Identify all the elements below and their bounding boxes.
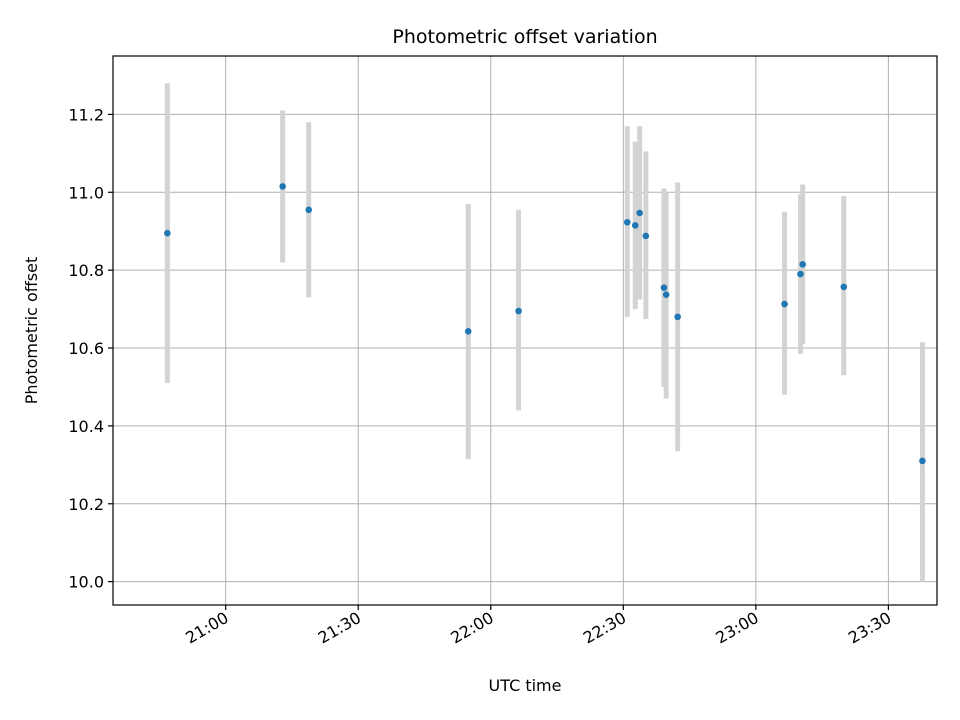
- data-point: [797, 270, 804, 278]
- data-point: [464, 327, 472, 335]
- data-point: [662, 291, 670, 298]
- data-point: [674, 313, 681, 321]
- data-point: [164, 229, 171, 237]
- y-tick-label: 10.6: [68, 339, 104, 358]
- y-axis-ticks: 10.0 10.2 10.4 10.6 10.8 11.0 11.2: [68, 105, 113, 592]
- data-point: [840, 283, 848, 291]
- data-point: [636, 209, 643, 217]
- y-axis-title: Photometric offset: [22, 257, 41, 405]
- data-point: [631, 222, 639, 229]
- chart-title: Photometric offset variation: [392, 26, 657, 48]
- y-tick-label: 11.2: [68, 105, 104, 124]
- data-point: [919, 457, 926, 465]
- data-point: [623, 218, 631, 226]
- y-tick-label: 10.0: [68, 573, 104, 592]
- data-point: [642, 232, 650, 240]
- y-tick-label: 10.2: [68, 495, 104, 514]
- y-tick-label: 10.4: [68, 417, 104, 436]
- data-point: [515, 307, 522, 315]
- data-point: [781, 300, 788, 308]
- data-point: [305, 206, 313, 214]
- data-point: [279, 183, 286, 190]
- y-tick-label: 10.8: [68, 261, 104, 280]
- y-tick-label: 11.0: [68, 183, 104, 202]
- x-axis-title: UTC time: [489, 676, 562, 695]
- data-points: [164, 183, 926, 465]
- plot-frame: [112, 55, 938, 606]
- data-point: [799, 261, 806, 268]
- data-point: [660, 284, 668, 291]
